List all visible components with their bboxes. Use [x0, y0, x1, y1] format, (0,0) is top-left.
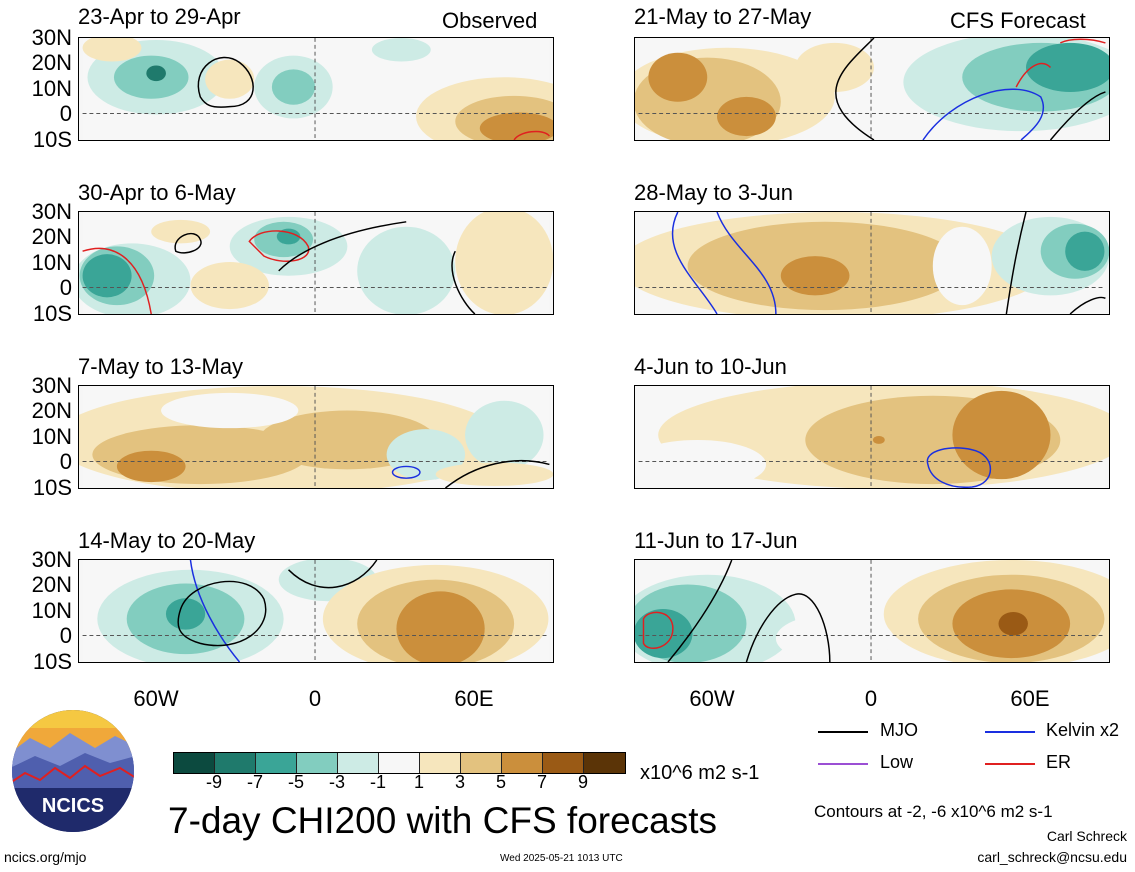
lat-label: 10N [31, 250, 72, 275]
author: Carl Schreck [1046, 828, 1127, 844]
anomaly-map [78, 211, 554, 315]
author-email: carl_schreck@ncsu.edu [977, 849, 1127, 865]
legend-kelvin-line [985, 731, 1035, 733]
colorbar-tick-label: 5 [495, 772, 506, 792]
colorbar-tick-label: -7 [246, 772, 263, 792]
lon-label: 0 [864, 686, 878, 711]
panel-tag: CFS Forecast [950, 8, 1086, 33]
colorbar-swatch [297, 753, 338, 773]
lat-label: 10S [32, 301, 72, 326]
anomaly-map [78, 559, 554, 663]
anomaly-map [634, 559, 1110, 663]
colorbar [173, 752, 626, 774]
colorbar-tick-label: -5 [287, 772, 304, 792]
colorbar-tick-label: -9 [205, 772, 222, 792]
ncics-logo: NCICS [12, 710, 134, 832]
panel-title: 21-May to 27-May [634, 4, 812, 29]
contour-note: Contours at -2, -6 x10^6 m2 s-1 [814, 802, 1053, 821]
lat-label: 0 [59, 449, 72, 474]
lat-label: 0 [59, 623, 72, 648]
panel-title: 23-Apr to 29-Apr [78, 4, 241, 29]
logo-text: NCICS [42, 795, 104, 817]
lat-label: 10S [32, 127, 72, 152]
lat-label: 20N [31, 224, 72, 249]
lat-label: 20N [31, 398, 72, 423]
legend-low-label: Low [880, 752, 914, 772]
legend-mjo-label: MJO [880, 720, 918, 740]
lon-label: 0 [308, 686, 322, 711]
lat-label: 0 [59, 101, 72, 126]
panel-tag: Observed [442, 8, 538, 33]
colorbar-swatch [338, 753, 379, 773]
colorbar-swatch [543, 753, 584, 773]
lon-label: 60W [133, 686, 179, 711]
colorbar-tick-label: 1 [413, 772, 424, 792]
colorbar-swatch [174, 753, 215, 773]
anomaly-map [634, 211, 1110, 315]
lat-label: 30N [31, 373, 72, 398]
lon-label: 60E [1010, 686, 1050, 711]
panel-title: 11-Jun to 17-Jun [634, 528, 798, 553]
legend-er-label: ER [1046, 752, 1072, 772]
legend-er-line [985, 763, 1035, 765]
panel-title: 30-Apr to 6-May [78, 180, 236, 205]
colorbar-tick-label: -3 [328, 772, 345, 792]
legend-low-line [818, 763, 868, 765]
colorbar-swatch [584, 753, 625, 773]
site-link[interactable]: ncics.org/mjo [4, 849, 87, 865]
colorbar-tick-label: 9 [577, 772, 588, 792]
colorbar-swatch [420, 753, 461, 773]
legend-kelvin-label: Kelvin x2 [1046, 720, 1120, 740]
lat-label: 30N [31, 547, 72, 572]
colorbar-tick-label: 3 [454, 772, 465, 792]
lat-label: 20N [31, 50, 72, 75]
anomaly-map [78, 37, 554, 141]
lat-label: 30N [31, 199, 72, 224]
colorbar-tick-label: -1 [369, 772, 386, 792]
lat-label: 30N [31, 25, 72, 50]
lon-label: 60W [689, 686, 735, 711]
anomaly-map [634, 37, 1110, 141]
lon-label: 60E [454, 686, 494, 711]
lat-label: 20N [31, 572, 72, 597]
colorbar-swatch [461, 753, 502, 773]
panel-title: 14-May to 20-May [78, 528, 256, 553]
colorbar-swatch [502, 753, 543, 773]
colorbar-tick-label: 7 [536, 772, 547, 792]
panel-title: 28-May to 3-Jun [634, 180, 793, 205]
main-title: 7-day CHI200 with CFS forecasts [168, 800, 718, 841]
lat-label: 10N [31, 424, 72, 449]
colorbar-swatch [215, 753, 256, 773]
colorbar-swatch [379, 753, 420, 773]
colorbar-swatch [256, 753, 297, 773]
lat-label: 10N [31, 598, 72, 623]
timestamp: Wed 2025-05-21 1013 UTC [500, 853, 623, 864]
anomaly-map [78, 385, 554, 489]
lat-label: 0 [59, 275, 72, 300]
lat-label: 10S [32, 475, 72, 500]
lat-label: 10S [32, 649, 72, 674]
legend-mjo-line [818, 731, 868, 733]
panel-title: 4-Jun to 10-Jun [634, 354, 787, 379]
lat-label: 10N [31, 76, 72, 101]
anomaly-map [634, 385, 1110, 489]
colorbar-units: x10^6 m2 s-1 [640, 762, 760, 784]
panel-title: 7-May to 13-May [78, 354, 244, 379]
